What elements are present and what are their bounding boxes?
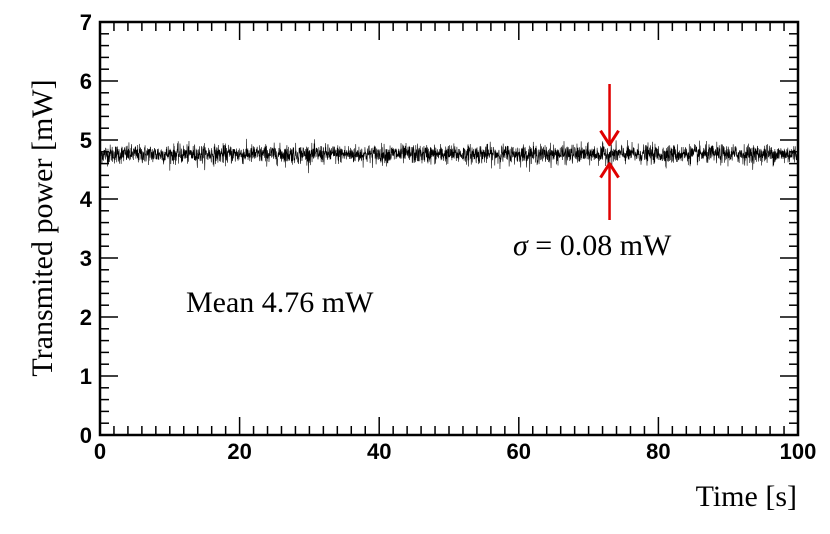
sigma-arrowhead-top [599,129,620,147]
plot-frame [98,20,800,437]
tick-labels: 0 20 40 60 80 100 0 1 2 3 4 5 6 7 [80,10,817,464]
y-tick-label: 7 [80,10,92,35]
sigma-value: = 0.08 mW [528,229,672,262]
x-axis-title: Time [s] [696,480,797,513]
x-tick-label: 60 [507,439,531,464]
axis-ticks [99,21,799,436]
sigma-annotation: σ = 0.08 mW [513,229,672,262]
sigma-symbol: σ [513,229,529,262]
sigma-arrowhead-bottom [599,162,620,179]
sigma-arrows [599,84,620,220]
y-tick-label: 0 [80,423,92,448]
y-tick-label: 3 [80,246,92,271]
noise-trace [99,138,799,174]
y-tick-label: 2 [80,305,92,330]
y-tick-label: 1 [80,364,92,389]
mean-annotation: Mean 4.76 mW [186,286,374,319]
y-tick-label: 4 [80,187,93,212]
x-tick-label: 100 [780,439,817,464]
y-tick-label: 5 [80,128,92,153]
x-tick-label: 40 [367,439,391,464]
x-tick-label: 20 [227,439,251,464]
y-axis-title: Transmited power [mW] [26,79,59,376]
y-tick-label: 6 [80,69,92,94]
x-tick-label: 0 [94,439,106,464]
x-tick-label: 80 [646,439,670,464]
power-trace-line [99,138,799,174]
